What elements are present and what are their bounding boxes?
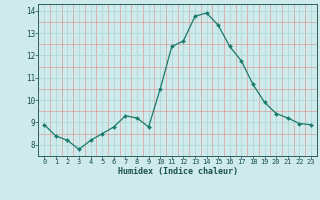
X-axis label: Humidex (Indice chaleur): Humidex (Indice chaleur) — [118, 167, 238, 176]
